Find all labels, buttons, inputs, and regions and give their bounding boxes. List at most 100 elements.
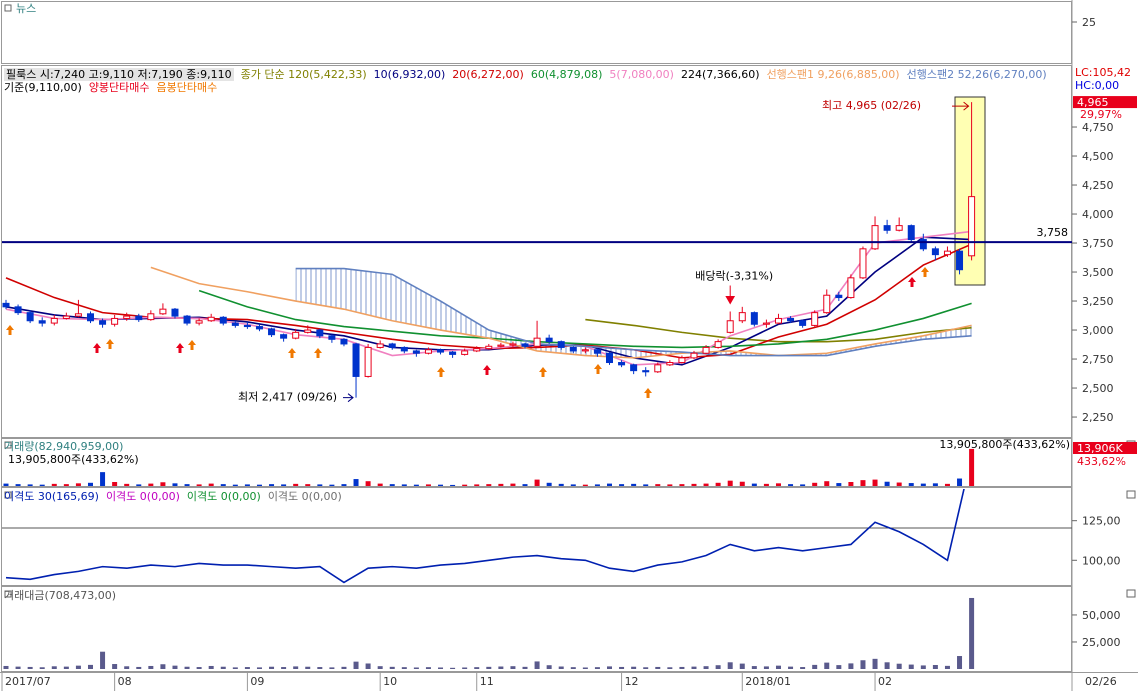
candle-body	[485, 345, 493, 350]
volume-bar	[256, 484, 262, 486]
value-bar	[438, 667, 444, 669]
signal-arrow	[921, 267, 929, 277]
value-bar	[775, 665, 781, 669]
x-tick-label: 02	[878, 675, 892, 688]
value-bar	[655, 666, 661, 669]
y-tick-label: 50,000	[1082, 609, 1121, 622]
volume-bar	[715, 482, 721, 486]
volume-bar	[957, 478, 963, 486]
value-bar	[474, 667, 480, 669]
value-bar	[800, 667, 806, 669]
candle-body	[135, 315, 143, 321]
volume-bar	[39, 484, 45, 486]
y-tick-label: 2,750	[1082, 353, 1114, 366]
value-bar	[884, 662, 890, 669]
volume-bar	[136, 484, 142, 486]
candle-body	[787, 317, 795, 322]
candle-body	[497, 344, 505, 347]
annotation-arrow	[725, 285, 736, 305]
value-bar	[413, 667, 419, 669]
candle-body	[316, 329, 324, 337]
y-tick-label: 4,000	[1082, 208, 1114, 221]
value-bar	[15, 666, 21, 669]
candle-body	[2, 302, 10, 308]
y-tick-label: 125,00	[1082, 515, 1121, 528]
candle-body	[835, 294, 843, 299]
volume-bar	[87, 482, 93, 486]
value-bar	[293, 666, 299, 669]
candle-body	[847, 277, 855, 299]
volume-bar	[160, 482, 166, 486]
y-tick-label: 2,250	[1082, 411, 1114, 424]
last-date-label: 02/26	[1085, 675, 1117, 688]
value-bar	[87, 664, 93, 669]
volume-bar	[631, 483, 637, 486]
volume-box-change: 433,62%	[1077, 455, 1126, 468]
candle-body	[762, 322, 770, 325]
candle-body	[702, 346, 710, 354]
candle-body	[111, 317, 119, 325]
value-bar	[389, 666, 395, 669]
legend-item: 양봉단타매수	[88, 81, 150, 94]
volume-bar	[3, 483, 9, 486]
close-button[interactable]	[1126, 490, 1136, 499]
panel-icon	[4, 441, 12, 449]
value-bar	[546, 665, 552, 669]
value-bar	[269, 666, 275, 669]
volume-bar	[450, 484, 456, 486]
legend-row-1: 필룩스 시:7,240 고:9,110 저:7,190 종:9,110 종가 단순…	[4, 68, 1054, 81]
volume-bar	[75, 483, 81, 486]
candle-body	[473, 348, 481, 352]
annotation: 최고 4,965 (02/26)	[822, 99, 921, 112]
candle-body	[714, 341, 722, 348]
candle-body	[509, 343, 517, 346]
candle-body	[968, 196, 976, 257]
volume-bar	[836, 483, 842, 486]
candle-body	[424, 349, 432, 354]
value-bar	[558, 666, 564, 669]
value-bar	[425, 667, 431, 669]
candle-body	[738, 312, 746, 322]
close-button[interactable]	[1126, 589, 1136, 598]
legend-item: 이격도 0(0,00)	[105, 490, 180, 503]
value-bar	[896, 663, 902, 669]
signal-arrow	[594, 364, 602, 374]
volume-bar	[727, 480, 733, 486]
value-bar	[920, 665, 926, 669]
candle-body	[412, 350, 420, 354]
value-bar	[3, 665, 9, 669]
volume-bar	[739, 481, 745, 486]
value-bar	[401, 667, 407, 669]
volume-bar	[293, 483, 299, 486]
volume-bar	[619, 484, 625, 486]
volume-bar	[63, 484, 69, 486]
volume-bar	[667, 484, 673, 486]
volume-bar	[812, 482, 818, 486]
volume-bar	[691, 483, 697, 486]
candle-body	[243, 324, 251, 328]
value-bar	[932, 665, 938, 669]
news-title: 뉴스	[16, 2, 36, 15]
candle-body	[195, 320, 203, 324]
volume-bar	[775, 483, 781, 486]
candle-body	[618, 362, 626, 366]
y-tick-label: 3,250	[1082, 295, 1114, 308]
legend-item: 60(4,879,08)	[530, 68, 603, 81]
x-tick-label: 2017/07	[5, 675, 51, 688]
volume-box	[1073, 442, 1137, 454]
volume-bar	[208, 483, 214, 486]
volume-bar	[474, 484, 480, 486]
line-series	[150, 266, 972, 359]
volume-bar	[184, 484, 190, 486]
candle-body	[74, 313, 82, 317]
volume-bar	[824, 481, 830, 486]
legend-item: 이격도 0(0,00)	[267, 490, 342, 503]
value-bar	[679, 666, 685, 669]
value-bar	[353, 661, 359, 669]
volume-bar	[534, 479, 540, 486]
signal-arrow	[908, 277, 916, 287]
stock-title: 필룩스 시:7,240 고:9,110 저:7,190 종:9,110	[4, 68, 234, 81]
volume-bar	[401, 484, 407, 486]
volume-bar	[172, 483, 178, 486]
value-bar	[908, 664, 914, 669]
